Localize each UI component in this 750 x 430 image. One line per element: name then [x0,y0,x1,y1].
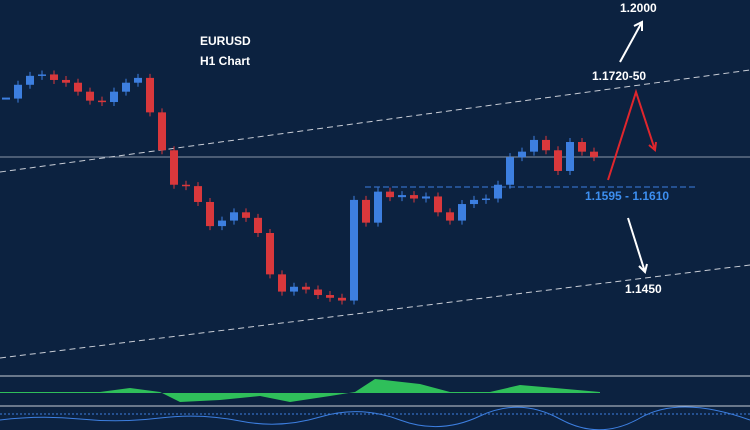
candle [26,75,34,85]
candle [470,199,478,205]
candle [386,191,394,198]
candle [110,91,118,103]
candle [98,100,106,103]
candle [362,199,370,223]
candle [518,151,526,158]
candle [302,286,310,290]
candle [86,91,94,101]
candle [146,77,154,113]
candle [170,150,178,185]
candle [482,198,490,201]
chart-subtitle: H1 Chart [200,54,250,68]
oscillator-line [0,406,750,430]
candle [314,289,322,296]
candle [74,82,82,92]
candle [530,139,538,152]
candle [326,295,334,298]
candle [374,191,382,223]
channel-lower [0,264,750,359]
chart-title: EURUSD [200,34,251,48]
arrow-up [619,20,643,63]
level-label: 1.2000 [620,1,657,15]
candle [506,157,514,185]
candle [350,199,358,301]
candle [494,184,502,199]
candle [14,84,22,99]
candle [122,82,130,92]
candle [446,212,454,221]
level-label: 1.1595 - 1.1610 [585,189,669,203]
candle [434,196,442,213]
candle [278,274,286,292]
candle [398,195,406,198]
candle [242,212,250,218]
candles [2,70,598,305]
candle [590,151,598,158]
candle [566,142,574,171]
candle [218,220,226,227]
channel-upper [0,69,750,173]
candle [38,74,46,76]
arrow-down [627,217,648,274]
candle [254,217,262,233]
level-label: 1.1450 [625,282,662,296]
candle [158,112,166,151]
candle [206,201,214,227]
candle [338,297,346,301]
candle [62,79,70,83]
candle [554,150,562,171]
candle [230,212,238,221]
candle [290,286,298,292]
level-label: 1.1720-50 [592,69,646,83]
candle [134,77,142,83]
candle [458,204,466,221]
candle [194,186,202,202]
candle [422,196,430,199]
candle [50,74,58,80]
candle [578,142,586,152]
arrow-projection [607,88,657,181]
candle [410,195,418,199]
candle [266,232,274,275]
oscillator [0,379,600,402]
candle [182,184,190,187]
candle [542,139,550,151]
